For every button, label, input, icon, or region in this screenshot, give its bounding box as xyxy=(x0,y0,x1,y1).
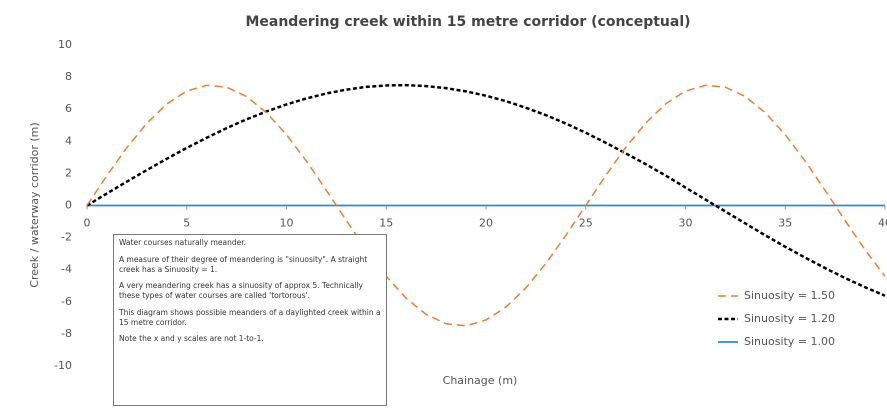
x-tick-label: 20 xyxy=(479,217,493,230)
y-tick-label: 0 xyxy=(65,199,72,212)
y-tick-label: 4 xyxy=(65,134,72,147)
legend-label: Sinuosity = 1.20 xyxy=(744,312,835,325)
y-tick-label: 8 xyxy=(65,70,72,83)
legend-label: Sinuosity = 1.50 xyxy=(744,289,835,302)
annotation-text: A very meandering creek has a sinuosity … xyxy=(119,281,363,300)
x-tick-label: 30 xyxy=(679,217,693,230)
y-tick-label: -10 xyxy=(54,359,72,372)
x-tick-label: 25 xyxy=(579,217,593,230)
x-tick-label: 15 xyxy=(379,217,393,230)
legend-label: Sinuosity = 1.00 xyxy=(744,335,835,348)
annotation-text: Note the x and y scales are not 1-to-1. xyxy=(119,334,264,344)
x-tick-label: 40 xyxy=(878,217,887,230)
x-tick-label: 5 xyxy=(183,217,190,230)
annotation-text: This diagram shows possible meanders of … xyxy=(119,307,381,327)
y-tick-label: -8 xyxy=(61,327,72,340)
y-tick-label: 2 xyxy=(65,166,72,179)
y-axis-title: Creek / waterway corridor (m) xyxy=(28,122,41,287)
x-tick-label: 10 xyxy=(280,217,294,230)
series-line xyxy=(86,84,886,327)
series-line xyxy=(86,83,886,297)
y-tick-label: 6 xyxy=(65,102,72,115)
chart-title: Meandering creek within 15 metre corrido… xyxy=(245,14,690,30)
annotation-text: Water courses naturally meander. xyxy=(119,238,247,247)
y-tick-label: 10 xyxy=(58,38,72,51)
annotation-box: Water courses naturally meander. A measur… xyxy=(113,234,387,406)
y-tick-label: -4 xyxy=(61,263,72,276)
y-tick-label: -2 xyxy=(61,231,72,244)
x-tick-label: 35 xyxy=(778,217,792,230)
y-tick-label: -6 xyxy=(61,295,72,308)
annotation-text: A measure of their degree of meandering … xyxy=(119,254,368,274)
x-tick-label: 0 xyxy=(84,217,91,230)
x-axis-title: Chainage (m) xyxy=(443,374,518,387)
